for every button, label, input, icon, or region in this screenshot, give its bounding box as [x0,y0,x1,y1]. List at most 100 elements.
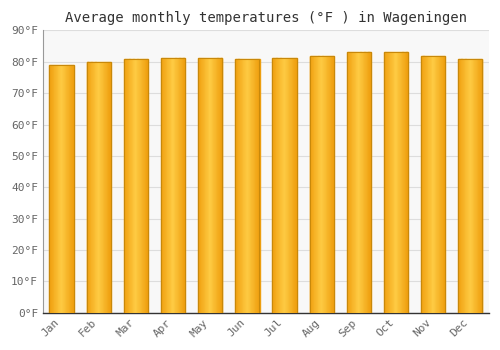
Bar [352,52,354,313]
Bar [466,59,467,313]
Bar [458,59,459,313]
Bar [396,52,397,313]
Bar [397,52,398,313]
Bar [467,59,468,313]
Bar [404,52,405,313]
Bar [71,65,72,313]
Bar [144,59,145,313]
Bar [273,58,274,313]
Bar [166,58,168,313]
Bar [472,59,473,313]
Bar [206,58,207,313]
Bar [178,58,180,313]
Bar [392,52,393,313]
Bar [86,62,111,313]
Bar [245,59,246,313]
Bar [330,56,332,313]
Bar [89,62,90,313]
Bar [104,62,105,313]
Bar [384,52,408,313]
Bar [165,58,166,313]
Bar [250,59,252,313]
Bar [51,65,52,313]
Bar [439,56,440,313]
Bar [54,65,55,313]
Bar [310,56,312,313]
Bar [480,59,481,313]
Bar [279,58,280,313]
Bar [311,56,312,313]
Bar [182,58,183,313]
Bar [437,56,438,313]
Bar [198,58,222,313]
Bar [258,59,260,313]
Bar [56,65,58,313]
Bar [181,58,182,313]
Bar [428,56,429,313]
Bar [314,56,316,313]
Bar [59,65,60,313]
Bar [219,58,220,313]
Bar [357,52,358,313]
Bar [421,56,422,313]
Bar [426,56,428,313]
Bar [292,58,294,313]
Bar [106,62,107,313]
Bar [126,59,127,313]
Bar [355,52,356,313]
Bar [244,59,245,313]
Bar [212,58,214,313]
Bar [405,52,406,313]
Bar [161,58,162,313]
Bar [474,59,475,313]
Bar [92,62,93,313]
Bar [472,59,474,313]
Bar [50,65,74,313]
Bar [398,52,400,313]
Bar [238,59,240,313]
Bar [253,59,254,313]
Bar [354,52,355,313]
Bar [200,58,202,313]
Bar [94,62,96,313]
Bar [401,52,402,313]
Bar [312,56,313,313]
Bar [173,58,174,313]
Bar [349,52,350,313]
Bar [272,58,274,313]
Bar [463,59,464,313]
Bar [402,52,404,313]
Bar [211,58,212,313]
Bar [198,58,199,313]
Bar [64,65,65,313]
Bar [124,59,148,313]
Bar [460,59,462,313]
Bar [322,56,324,313]
Bar [294,58,295,313]
Bar [438,56,439,313]
Bar [252,59,253,313]
Bar [359,52,360,313]
Bar [94,62,95,313]
Bar [135,59,136,313]
Bar [124,59,126,313]
Bar [208,58,210,313]
Bar [140,59,141,313]
Bar [360,52,362,313]
Bar [458,59,482,313]
Bar [443,56,444,313]
Bar [136,59,137,313]
Bar [434,56,435,313]
Bar [276,58,278,313]
Bar [324,56,325,313]
Bar [422,56,424,313]
Bar [210,58,211,313]
Bar [384,52,385,313]
Bar [220,58,222,313]
Bar [436,56,437,313]
Bar [328,56,329,313]
Bar [143,59,144,313]
Bar [73,65,74,313]
Bar [348,52,349,313]
Bar [56,65,57,313]
